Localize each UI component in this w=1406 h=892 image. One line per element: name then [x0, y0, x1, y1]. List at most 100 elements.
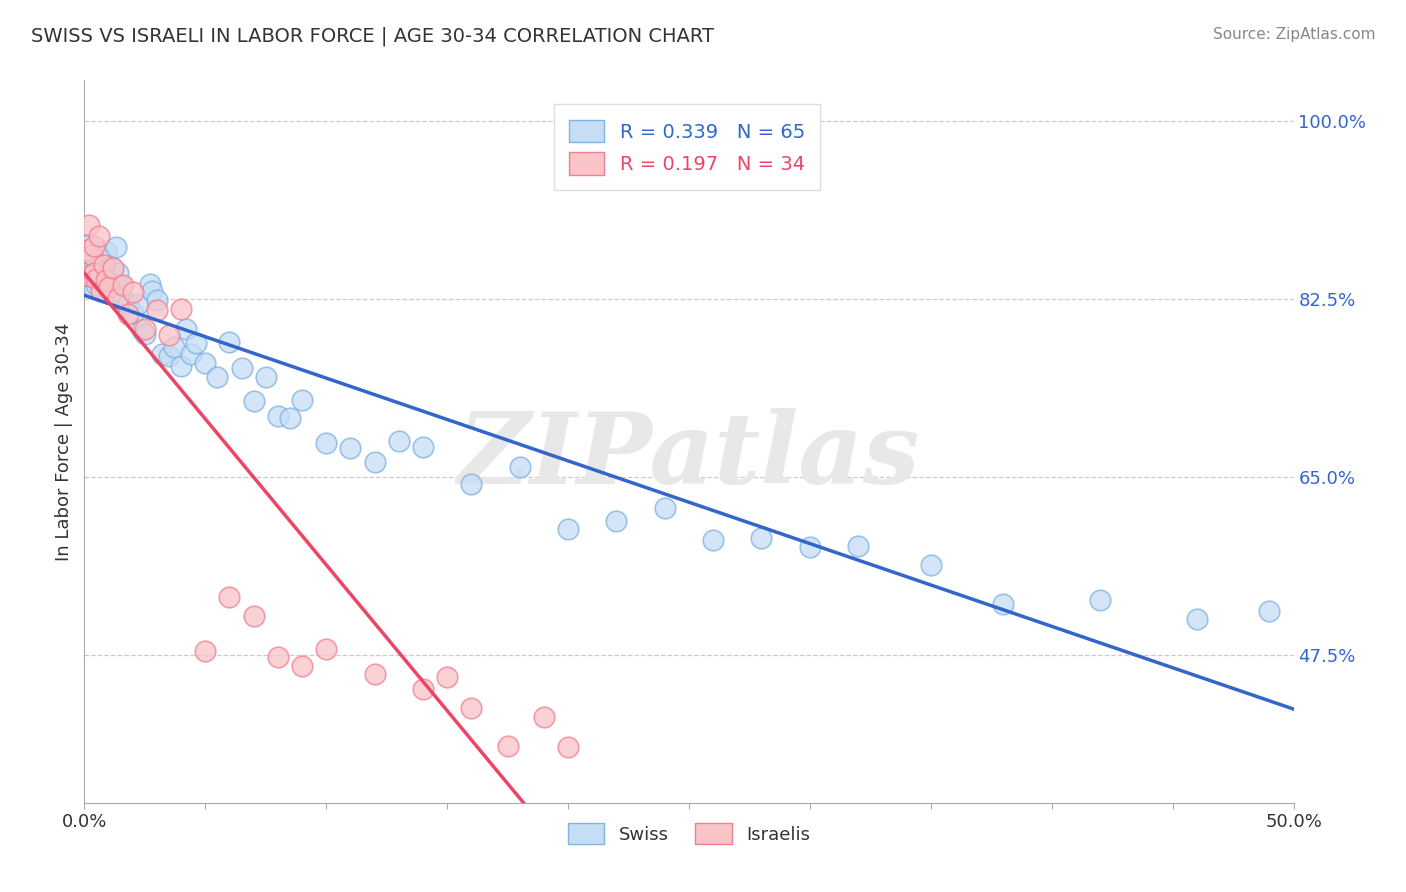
Point: [180, 347, 202, 361]
Point: [93, 258, 115, 272]
Point: [751, 531, 773, 545]
Point: [315, 641, 337, 656]
Point: [77, 268, 100, 283]
Point: [315, 436, 337, 450]
Point: [90, 284, 112, 298]
Point: [157, 327, 180, 342]
Point: [163, 340, 186, 354]
Point: [291, 392, 314, 407]
Point: [87, 228, 110, 243]
Point: [112, 277, 135, 292]
Point: [104, 240, 127, 254]
Point: [121, 306, 143, 320]
Point: [363, 667, 385, 681]
Point: [107, 291, 129, 305]
Point: [388, 434, 411, 448]
Point: [83, 281, 105, 295]
Point: [557, 740, 579, 755]
Point: [134, 327, 156, 342]
Point: [194, 644, 217, 658]
Point: [146, 302, 169, 317]
Point: [80, 263, 103, 277]
Point: [412, 681, 434, 696]
Point: [93, 275, 115, 289]
Point: [97, 270, 120, 285]
Legend: Swiss, Israelis: Swiss, Israelis: [561, 816, 817, 852]
Point: [605, 514, 627, 528]
Point: [207, 370, 229, 384]
Point: [97, 270, 120, 285]
Point: [231, 361, 253, 376]
Point: [412, 440, 434, 454]
Point: [170, 359, 193, 373]
Point: [93, 253, 115, 268]
Point: [86, 272, 108, 286]
Text: Source: ZipAtlas.com: Source: ZipAtlas.com: [1212, 27, 1375, 42]
Point: [134, 322, 156, 336]
Point: [339, 442, 361, 456]
Point: [76, 244, 98, 258]
Point: [267, 409, 290, 423]
Point: [218, 591, 240, 605]
Point: [218, 335, 240, 350]
Point: [267, 650, 290, 665]
Point: [460, 701, 482, 715]
Point: [702, 533, 724, 547]
Point: [146, 293, 169, 307]
Point: [157, 349, 180, 363]
Point: [80, 259, 103, 273]
Point: [291, 659, 314, 673]
Point: [112, 293, 135, 308]
Point: [278, 411, 301, 425]
Point: [170, 301, 193, 316]
Text: ZIPatlas: ZIPatlas: [458, 408, 920, 504]
Point: [103, 285, 125, 299]
Point: [114, 300, 136, 314]
Point: [496, 739, 519, 753]
Point: [100, 260, 122, 274]
Text: SWISS VS ISRAELI IN LABOR FORCE | AGE 30-34 CORRELATION CHART: SWISS VS ISRAELI IN LABOR FORCE | AGE 30…: [31, 27, 714, 46]
Point: [993, 597, 1015, 611]
Point: [460, 477, 482, 491]
Point: [150, 347, 173, 361]
Point: [77, 238, 100, 252]
Y-axis label: In Labor Force | Age 30-34: In Labor Force | Age 30-34: [55, 322, 73, 561]
Point: [436, 670, 458, 684]
Point: [846, 539, 869, 553]
Point: [94, 244, 117, 258]
Point: [117, 297, 139, 311]
Point: [1088, 593, 1111, 607]
Point: [94, 273, 117, 287]
Point: [1258, 604, 1281, 618]
Point: [242, 609, 264, 624]
Point: [127, 297, 149, 311]
Point: [77, 219, 100, 233]
Point: [86, 278, 108, 293]
Point: [83, 239, 105, 253]
Point: [77, 256, 100, 270]
Point: [97, 279, 120, 293]
Point: [86, 258, 108, 272]
Point: [174, 322, 197, 336]
Point: [83, 266, 105, 280]
Point: [184, 335, 207, 350]
Point: [107, 267, 129, 281]
Point: [799, 540, 821, 554]
Point: [509, 459, 531, 474]
Point: [90, 253, 112, 268]
Point: [103, 260, 125, 275]
Point: [557, 522, 579, 536]
Point: [363, 454, 385, 468]
Point: [110, 278, 132, 293]
Point: [654, 501, 676, 516]
Point: [254, 370, 277, 384]
Point: [87, 261, 110, 276]
Point: [1185, 612, 1208, 626]
Point: [131, 324, 153, 338]
Point: [920, 558, 942, 572]
Point: [138, 277, 160, 292]
Point: [121, 285, 143, 299]
Point: [76, 251, 98, 265]
Point: [533, 710, 555, 724]
Point: [80, 248, 103, 262]
